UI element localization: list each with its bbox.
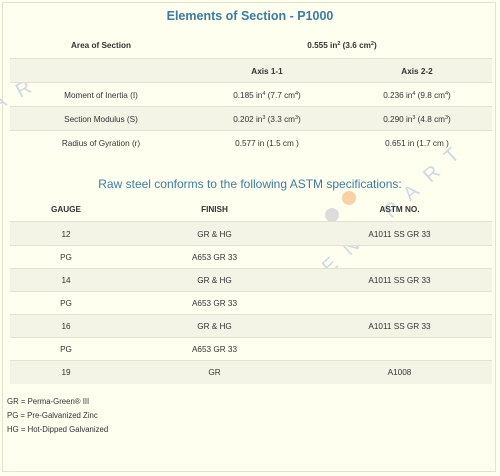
gauge-cell: 16: [61, 322, 71, 331]
astm-cell: A1011 SS GR 33: [368, 322, 431, 331]
gauge-cell: 12: [61, 229, 71, 239]
axis-1-header: Axis 1-1: [251, 66, 283, 76]
table-row: 16 GR & HG A1011 SS GR 33: [10, 314, 492, 338]
gauge-header: GAUGE: [50, 204, 82, 214]
row-axis2: 0.651 in (1.7 cm ): [385, 138, 449, 148]
astm-title: Raw steel conforms to the following ASTM…: [98, 177, 402, 191]
gauge-cell: PG: [60, 253, 72, 262]
finish-header: FINISH: [201, 204, 228, 214]
row-label: Section Modulus (S): [64, 114, 138, 124]
axis-2-header: Axis 2-2: [401, 66, 433, 76]
finish-cell: GR & HG: [197, 229, 232, 239]
area-value: 0.555 in2 (3.6 cm2): [307, 40, 377, 50]
finish-cell: A653 GR 33: [191, 345, 238, 354]
section-title: Elements of Section - P1000: [166, 9, 334, 23]
watermark-dot-gray: [325, 208, 339, 222]
area-row: Area of Section 0.555 in2 (3.6 cm2): [10, 34, 492, 56]
legend: GR = Perma-Green® III PG = Pre-Galvanize…: [7, 395, 108, 437]
astm-header-row: GAUGE FINISH ASTM NO.: [10, 197, 492, 221]
table-row: Section Modulus (S) 0.202 in3 (3.3 cm3) …: [10, 106, 492, 131]
legend-item: HG = Hot-Dipped Galvanized: [7, 425, 109, 434]
row-label: Radius of Gyration (r): [61, 138, 141, 148]
gauge-cell: PG: [60, 299, 72, 308]
row-axis1: 0.202 in3 (3.3 cm3): [233, 114, 301, 124]
area-label: Area of Section: [70, 40, 132, 50]
astm-cell: A1011 SS GR 33: [368, 229, 431, 239]
gauge-cell: 14: [61, 276, 71, 285]
legend-item: GR = Perma-Green® III: [7, 397, 90, 406]
axis-header-row: Axis 1-1 Axis 2-2: [10, 58, 492, 83]
finish-cell: A653 GR 33: [191, 253, 238, 262]
finish-cell: GR & HG: [197, 276, 232, 285]
gauge-cell: PG: [60, 345, 72, 354]
table-row: Moment of Inertia (I) 0.185 in4 (7.7 cm4…: [10, 82, 492, 107]
table-row: Radius of Gyration (r) 0.577 in (1.5 cm …: [10, 130, 492, 155]
astm-header: ASTM NO.: [379, 204, 420, 214]
row-axis1: 0.185 in4 (7.7 cm4): [233, 90, 301, 100]
astm-cell: A1011 SS GR 33: [368, 276, 431, 285]
table-row: 19 GR A1008: [10, 360, 492, 384]
row-axis2: 0.236 in4 (9.8 cm4): [383, 90, 451, 100]
row-label: Moment of Inertia (I): [64, 90, 138, 100]
finish-cell: A653 GR 33: [191, 299, 238, 308]
finish-cell: GR: [208, 368, 221, 377]
row-axis2: 0.290 in3 (4.8 cm3): [383, 114, 451, 124]
gauge-cell: 19: [61, 368, 71, 377]
finish-cell: GR & HG: [197, 322, 232, 331]
table-row: 14 GR & HG A1011 SS GR 33: [10, 268, 492, 292]
row-axis1: 0.577 in (1.5 cm ): [235, 138, 299, 148]
astm-cell: A1008: [387, 368, 412, 377]
table-row: PG A653 GR 33: [10, 245, 492, 269]
table-row: PG A653 GR 33: [10, 337, 492, 361]
watermark-dot-orange: [342, 191, 356, 205]
table-row: 12 GR & HG A1011 SS GR 33: [10, 221, 492, 246]
legend-item: PG = Pre-Galvanized Zinc: [7, 411, 98, 420]
table-row: PG A653 GR 33: [10, 291, 492, 315]
